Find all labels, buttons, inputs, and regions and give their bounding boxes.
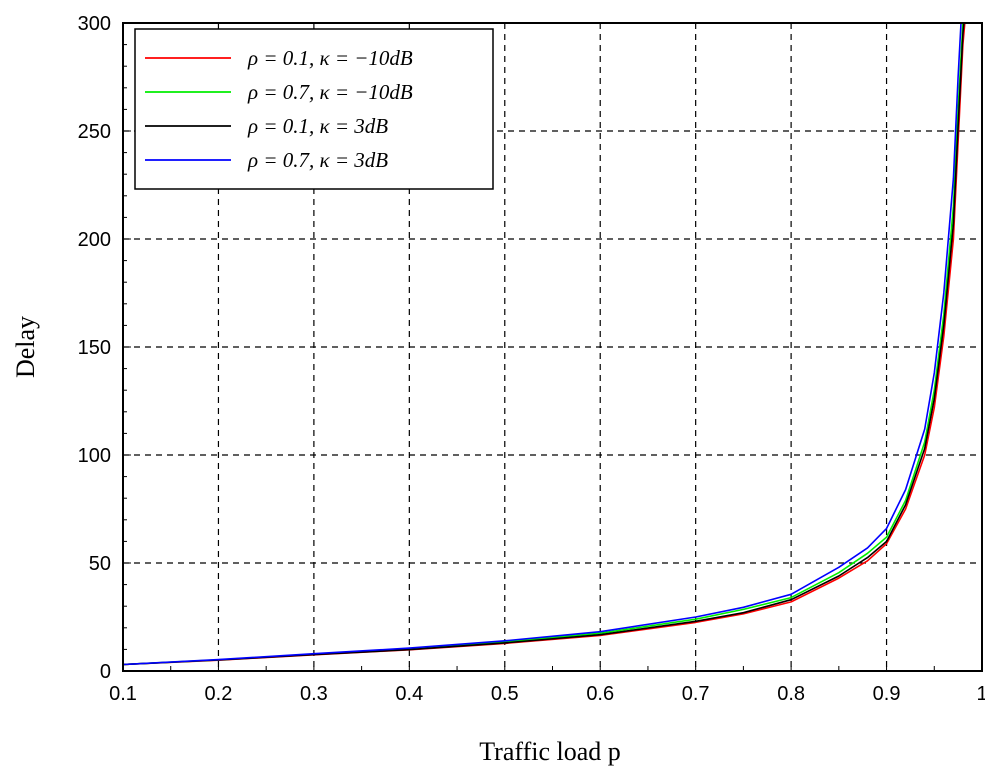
- x-tick-label: 0.6: [586, 683, 614, 705]
- legend-label: ρ = 0.1, κ = −10dB: [247, 46, 413, 70]
- x-tick-label: 0.1: [109, 683, 137, 705]
- series-lines: [122, 22, 966, 666]
- plot-frame: [122, 22, 983, 672]
- x-tick-labels: 0.1 0.2 0.3 0.4 0.5 0.6 0.7 0.8 0.9 1: [109, 683, 985, 705]
- y-tick-label: 300: [78, 13, 111, 35]
- legend: ρ = 0.1, κ = −10dB ρ = 0.7, κ = −10dB ρ = …: [134, 28, 494, 190]
- series-line: [122, 22, 965, 666]
- series-line: [122, 22, 962, 666]
- x-axis-title: Traffic load p: [479, 737, 621, 766]
- y-tick-label: 250: [78, 121, 111, 143]
- x-tick-label: 0.2: [205, 683, 233, 705]
- x-axis-title-text: Traffic load p: [479, 737, 621, 766]
- x-tick-label: 0.8: [777, 683, 805, 705]
- legend-box: [134, 28, 494, 190]
- y-tick-label: 200: [78, 229, 111, 251]
- x-tick-label: 0.5: [491, 683, 519, 705]
- y-tick-label: 0: [100, 661, 111, 683]
- y-tick-labels: 0 50 100 150 200 250 300: [78, 13, 111, 683]
- legend-label: ρ = 0.7, κ = −10dB: [247, 80, 413, 104]
- y-tick-label: 150: [78, 337, 111, 359]
- x-tick-label: 1: [976, 683, 985, 705]
- legend-label: ρ = 0.7, κ = 3dB: [247, 148, 388, 172]
- x-tick-label: 0.9: [873, 683, 901, 705]
- x-tick-label: 0.7: [682, 683, 710, 705]
- x-tick-label: 0.4: [395, 683, 423, 705]
- y-axis-title: Delay: [11, 316, 40, 378]
- y-tick-label: 100: [78, 445, 111, 467]
- y-tick-label: 50: [89, 553, 111, 575]
- x-tick-label: 0.3: [300, 683, 328, 705]
- legend-label: ρ = 0.1, κ = 3dB: [247, 114, 388, 138]
